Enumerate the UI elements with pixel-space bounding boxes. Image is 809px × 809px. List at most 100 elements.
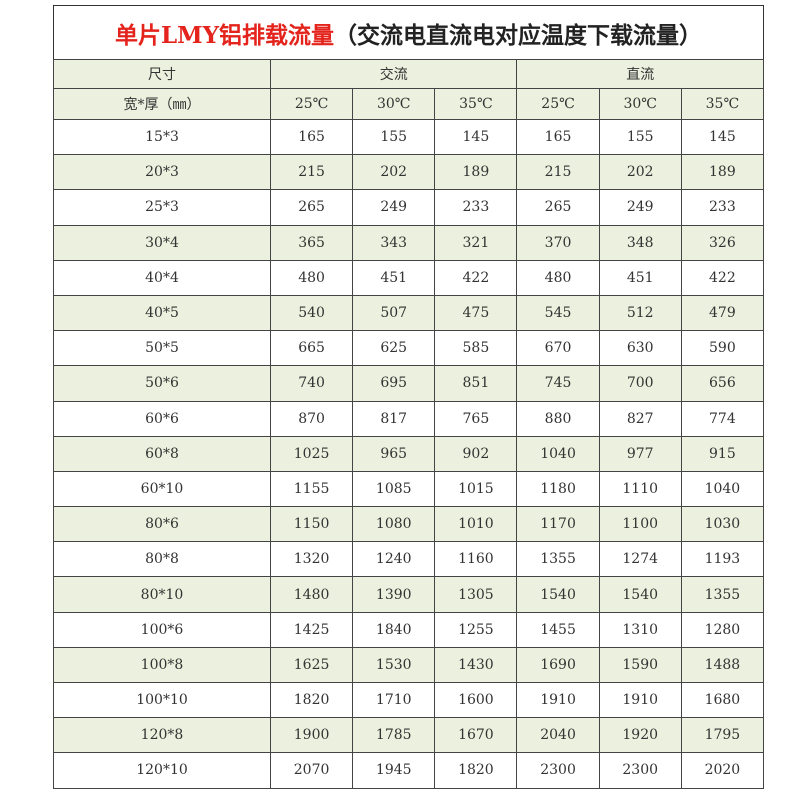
ampacity-cell: 1425 bbox=[269, 611, 354, 648]
ampacity-cell: 422 bbox=[434, 259, 518, 296]
size-cell: 100*10 bbox=[53, 681, 271, 719]
ampacity-cell: 827 bbox=[598, 400, 682, 437]
ampacity-cell: 585 bbox=[434, 330, 518, 367]
ampacity-cell: 851 bbox=[434, 365, 518, 402]
size-cell: 100*6 bbox=[53, 611, 271, 648]
size-cell: 40*5 bbox=[53, 294, 271, 332]
ampacity-cell: 1155 bbox=[269, 470, 354, 508]
ampacity-cell: 189 bbox=[434, 154, 518, 191]
ampacity-cell: 155 bbox=[352, 118, 436, 156]
ampacity-cell: 145 bbox=[434, 118, 518, 156]
ampacity-table-container: 单片LMY铝排载流量 （交流电直流电对应温度下载流量） 尺寸 交流 直流 宽*厚（… bbox=[53, 5, 765, 789]
table-row: 60*6 870 817 765 880 827 774 bbox=[53, 400, 765, 437]
ampacity-cell: 215 bbox=[269, 154, 354, 191]
header-size: 尺寸 bbox=[53, 59, 271, 89]
ampacity-cell: 630 bbox=[598, 330, 682, 367]
ampacity-cell: 1355 bbox=[680, 576, 765, 613]
size-cell: 120*8 bbox=[53, 717, 271, 754]
ampacity-cell: 1820 bbox=[434, 752, 518, 789]
ampacity-cell: 1785 bbox=[352, 717, 436, 754]
table-row: 100*10 1820 1710 1600 1910 1910 1680 bbox=[53, 681, 765, 719]
size-cell: 80*8 bbox=[53, 541, 271, 578]
size-cell: 25*3 bbox=[53, 189, 271, 226]
ampacity-cell: 480 bbox=[516, 259, 600, 296]
ampacity-cell: 451 bbox=[352, 259, 436, 296]
ampacity-cell: 1085 bbox=[352, 470, 436, 508]
ampacity-cell: 370 bbox=[516, 224, 600, 261]
size-cell: 80*6 bbox=[53, 506, 271, 543]
header-dc: 直流 bbox=[516, 59, 764, 89]
ampacity-cell: 2070 bbox=[269, 752, 354, 789]
size-cell: 60*6 bbox=[53, 400, 271, 437]
ampacity-cell: 1160 bbox=[434, 541, 518, 578]
table-row: 120*10 2070 1945 1820 2300 2300 2020 bbox=[53, 752, 765, 789]
ampacity-cell: 265 bbox=[516, 189, 600, 226]
ampacity-cell: 2300 bbox=[598, 752, 682, 789]
ampacity-cell: 480 bbox=[269, 259, 354, 296]
ampacity-cell: 512 bbox=[598, 294, 682, 332]
size-cell: 60*10 bbox=[53, 470, 271, 508]
ampacity-cell: 656 bbox=[680, 365, 765, 402]
ampacity-cell: 1540 bbox=[598, 576, 682, 613]
ampacity-cell: 1274 bbox=[598, 541, 682, 578]
ampacity-cell: 145 bbox=[680, 118, 765, 156]
ampacity-cell: 1795 bbox=[680, 717, 765, 754]
ampacity-cell: 1840 bbox=[352, 611, 436, 648]
ampacity-cell: 422 bbox=[680, 259, 765, 296]
ampacity-cell: 695 bbox=[352, 365, 436, 402]
table-row: 100*8 1625 1530 1430 1690 1590 1488 bbox=[53, 646, 765, 684]
ampacity-cell: 343 bbox=[352, 224, 436, 261]
ampacity-cell: 365 bbox=[269, 224, 354, 261]
ampacity-cell: 233 bbox=[680, 189, 765, 226]
size-cell: 60*8 bbox=[53, 435, 271, 472]
table-title: 单片LMY铝排载流量 （交流电直流电对应温度下载流量） bbox=[53, 5, 764, 59]
ampacity-cell: 1480 bbox=[269, 576, 354, 613]
ampacity-cell: 1680 bbox=[680, 681, 765, 719]
ampacity-cell: 700 bbox=[598, 365, 682, 402]
ampacity-cell: 1430 bbox=[434, 646, 518, 684]
table-row: 25*3 265 249 233 265 249 233 bbox=[53, 189, 765, 226]
ampacity-cell: 1310 bbox=[598, 611, 682, 648]
ampacity-cell: 670 bbox=[516, 330, 600, 367]
ampacity-cell: 1455 bbox=[516, 611, 600, 648]
ampacity-cell: 1920 bbox=[598, 717, 682, 754]
ampacity-cell: 1110 bbox=[598, 470, 682, 508]
size-cell: 20*3 bbox=[53, 154, 271, 191]
size-cell: 15*3 bbox=[53, 118, 271, 156]
ampacity-cell: 451 bbox=[598, 259, 682, 296]
table-row: 80*6 1150 1080 1010 1170 1100 1030 bbox=[53, 506, 765, 543]
ampacity-cell: 745 bbox=[516, 365, 600, 402]
ampacity-cell: 1170 bbox=[516, 506, 600, 543]
ampacity-cell: 165 bbox=[516, 118, 600, 156]
ampacity-cell: 1010 bbox=[434, 506, 518, 543]
ampacity-cell: 1540 bbox=[516, 576, 600, 613]
header-temp: 35℃ bbox=[434, 88, 518, 120]
ampacity-cell: 1193 bbox=[680, 541, 765, 578]
ampacity-cell: 1280 bbox=[680, 611, 765, 648]
table-row: 30*4 365 343 321 370 348 326 bbox=[53, 224, 765, 261]
table-row: 20*3 215 202 189 215 202 189 bbox=[53, 154, 765, 191]
ampacity-cell: 1015 bbox=[434, 470, 518, 508]
ampacity-cell: 1820 bbox=[269, 681, 354, 719]
ampacity-cell: 965 bbox=[352, 435, 436, 472]
ampacity-cell: 1530 bbox=[352, 646, 436, 684]
table-row: 80*10 1480 1390 1305 1540 1540 1355 bbox=[53, 576, 765, 613]
ampacity-cell: 265 bbox=[269, 189, 354, 226]
ampacity-cell: 590 bbox=[680, 330, 765, 367]
ampacity-cell: 1040 bbox=[680, 470, 765, 508]
ampacity-cell: 1180 bbox=[516, 470, 600, 508]
table-row: 40*4 480 451 422 480 451 422 bbox=[53, 259, 765, 296]
ampacity-cell: 977 bbox=[598, 435, 682, 472]
title-sub: （交流电直流电对应温度下载流量） bbox=[334, 21, 703, 49]
ampacity-cell: 249 bbox=[598, 189, 682, 226]
header-temp: 30℃ bbox=[598, 88, 682, 120]
header-temp: 35℃ bbox=[680, 88, 765, 120]
table-row: 40*5 540 507 475 545 512 479 bbox=[53, 294, 765, 332]
table-row: 100*6 1425 1840 1255 1455 1310 1280 bbox=[53, 611, 765, 648]
ampacity-cell: 817 bbox=[352, 400, 436, 437]
ampacity-cell: 326 bbox=[680, 224, 765, 261]
header-temp: 25℃ bbox=[269, 88, 354, 120]
size-cell: 80*10 bbox=[53, 576, 271, 613]
ampacity-cell: 507 bbox=[352, 294, 436, 332]
table-row: 15*3 165 155 145 165 155 145 bbox=[53, 118, 765, 156]
